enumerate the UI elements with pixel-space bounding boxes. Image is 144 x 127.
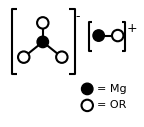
Circle shape xyxy=(37,36,49,48)
Text: -: - xyxy=(76,10,80,23)
Circle shape xyxy=(37,17,49,29)
Text: +: + xyxy=(127,22,137,35)
Circle shape xyxy=(56,51,68,63)
Circle shape xyxy=(82,100,93,111)
Circle shape xyxy=(93,30,104,41)
Circle shape xyxy=(82,83,93,95)
Circle shape xyxy=(18,51,30,63)
Circle shape xyxy=(112,30,123,41)
Text: = Mg: = Mg xyxy=(97,84,126,94)
Text: = OR: = OR xyxy=(97,100,126,110)
